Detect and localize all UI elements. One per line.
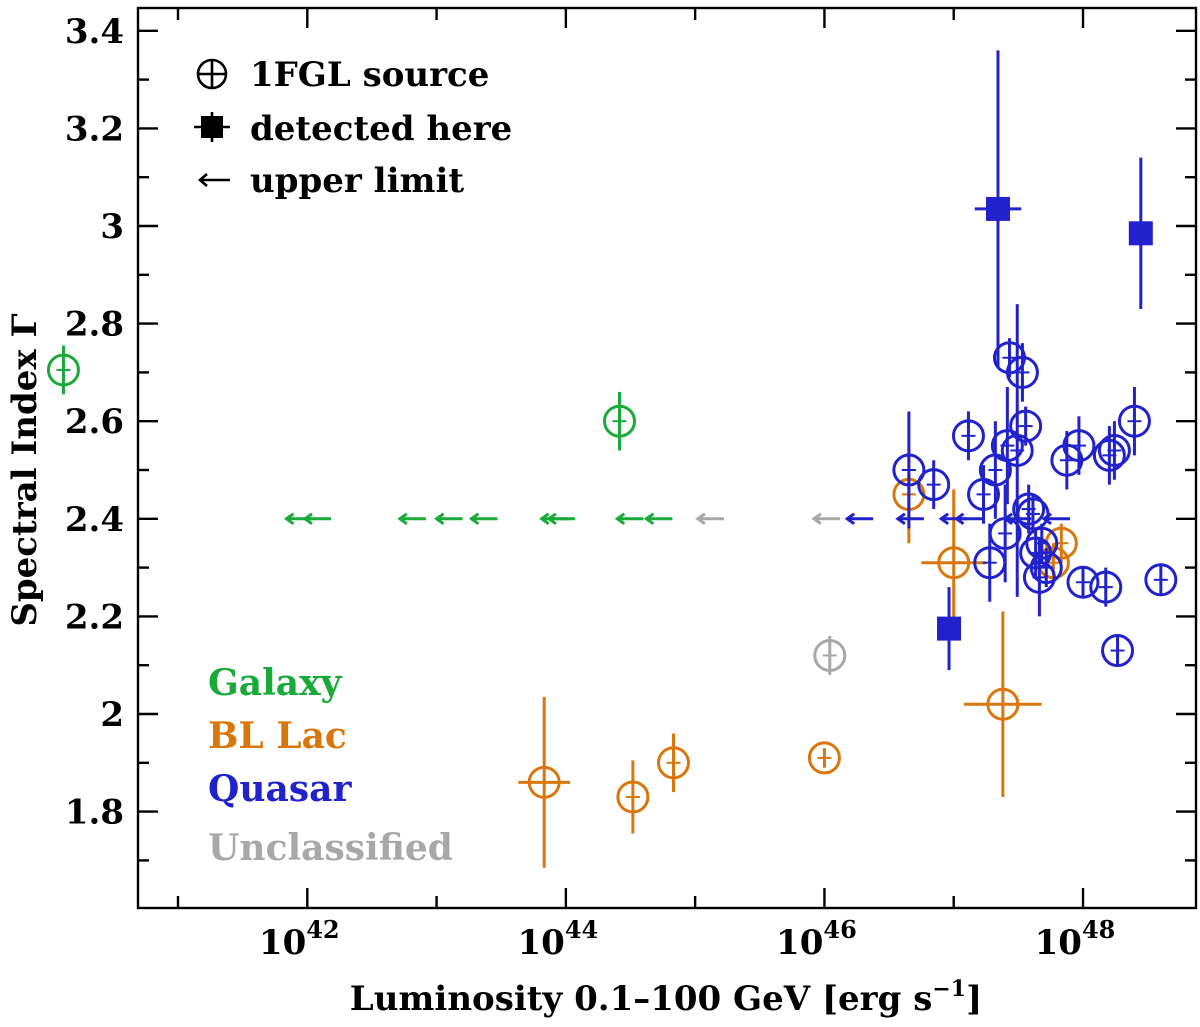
upper-limit-arrow (811, 512, 840, 526)
upper-limit-arrow (433, 512, 463, 526)
upper-limit-arrow (953, 512, 983, 526)
detected-here-point (1128, 157, 1153, 309)
y-tick-label: 3 (100, 207, 124, 247)
class-labels: Galaxy BL Lac Quasar Unclassified (208, 662, 453, 869)
x-tick-label: 1046 (776, 915, 857, 963)
detected-here-point (974, 50, 1022, 368)
y-tick-label: 2.8 (65, 305, 124, 345)
source-1fgl-point (1029, 548, 1063, 588)
class-label-bl-lac: BL Lac (208, 715, 347, 757)
y-tick-label: 3.2 (65, 109, 124, 149)
upper-limit-arrow (895, 512, 924, 526)
source-1fgl-point (1097, 421, 1131, 480)
plot-frame (136, 6, 1198, 910)
y-tick-label: 2.4 (65, 500, 124, 540)
x-axis-title-range: 0.1–100 (574, 979, 721, 1019)
class-label-quasar: Quasar (208, 768, 352, 810)
x-axis-title-units-exponent: −1 (932, 976, 966, 1002)
source-1fgl-point (1089, 567, 1123, 607)
source-1fgl-point (1066, 565, 1100, 599)
source-1fgl-point (603, 391, 637, 451)
plot-border (136, 6, 1198, 910)
source-1fgl-point (951, 411, 985, 461)
source-1fgl-point (917, 460, 951, 510)
x-axis-title-units: [erg s (822, 979, 932, 1019)
legend-label-detected-here: detected here (250, 109, 512, 149)
legend-label-upper-limit: upper limit (250, 161, 464, 201)
source-1fgl-point (813, 635, 847, 675)
y-tick-label: 2.6 (65, 402, 124, 442)
source-1fgl-point (518, 696, 571, 868)
upper-limit-arrow (695, 512, 724, 526)
source-1fgl-point (807, 741, 841, 775)
x-axis-title: Luminosity 0.1–100 GeV [erg s−1] (350, 976, 982, 1019)
source-1fgl-point (1117, 387, 1151, 456)
upper-limit-arrow (643, 512, 673, 526)
y-tick-label: 2.2 (65, 597, 124, 637)
y-tick-label: 2 (100, 695, 124, 735)
source-1fgl-point (1016, 494, 1050, 534)
source-1fgl-point (892, 411, 926, 529)
data-marks (46, 50, 1178, 868)
source-1fgl-point (921, 489, 987, 636)
x-axis-title-energy-unit: GeV (733, 979, 811, 1019)
source-1fgl-point (616, 760, 650, 834)
series-quasar (844, 50, 1178, 671)
x-axis-title-units-close: ] (966, 979, 982, 1019)
tick-labels: 1.8 2 2.2 2.4 2.6 2.8 3 3.2 3.4 1042 1044 1046 1048 (65, 12, 1116, 963)
source-1fgl-point (964, 611, 1042, 797)
x-tick-label: 1042 (259, 915, 340, 963)
source-1fgl-point (988, 484, 1022, 583)
source-1fgl-point (1062, 416, 1096, 475)
detected-here-point (937, 587, 962, 671)
legend-label-1fgl-source: 1FGL source (250, 55, 489, 95)
y-axis-title: Spectral Index Γ (5, 313, 45, 626)
upper-limit-arrow (614, 512, 644, 526)
source-1fgl-point (1009, 406, 1043, 446)
series-galaxy (46, 345, 673, 526)
source-1fgl-point (1144, 563, 1178, 597)
series-bl-lac (518, 445, 1078, 868)
source-1fgl-point (46, 345, 80, 395)
y-tick-label: 1.8 (65, 793, 124, 833)
source-1fgl-point (1025, 523, 1059, 563)
x-axis-title-quantity: Luminosity (350, 979, 564, 1019)
x-tick-label: 1048 (1035, 915, 1116, 963)
class-label-galaxy: Galaxy (208, 662, 343, 704)
x-tick-label: 1044 (517, 915, 598, 963)
legend-marker-upper-limit (198, 173, 230, 187)
upper-limit-arrow (302, 512, 331, 526)
source-1fgl-point (1000, 304, 1034, 597)
legend-marker-detected-here (194, 112, 230, 142)
source-1fgl-point (656, 733, 690, 793)
upper-limit-arrow (468, 512, 498, 526)
class-label-unclassified: Unclassified (208, 827, 453, 869)
axis-ticks (138, 8, 1196, 908)
legend-marker-1fgl-source (196, 58, 228, 90)
legend: 1FGL source detected here upper limit (194, 55, 512, 201)
upper-limit-arrow (844, 512, 874, 526)
source-1fgl-point (1022, 538, 1056, 617)
source-1fgl-point (1005, 343, 1039, 402)
upper-limit-arrow (397, 512, 426, 526)
source-1fgl-point (1101, 634, 1135, 668)
series-unclassified (695, 512, 847, 675)
upper-limit-arrow (546, 512, 575, 526)
y-tick-label: 3.4 (65, 12, 124, 52)
